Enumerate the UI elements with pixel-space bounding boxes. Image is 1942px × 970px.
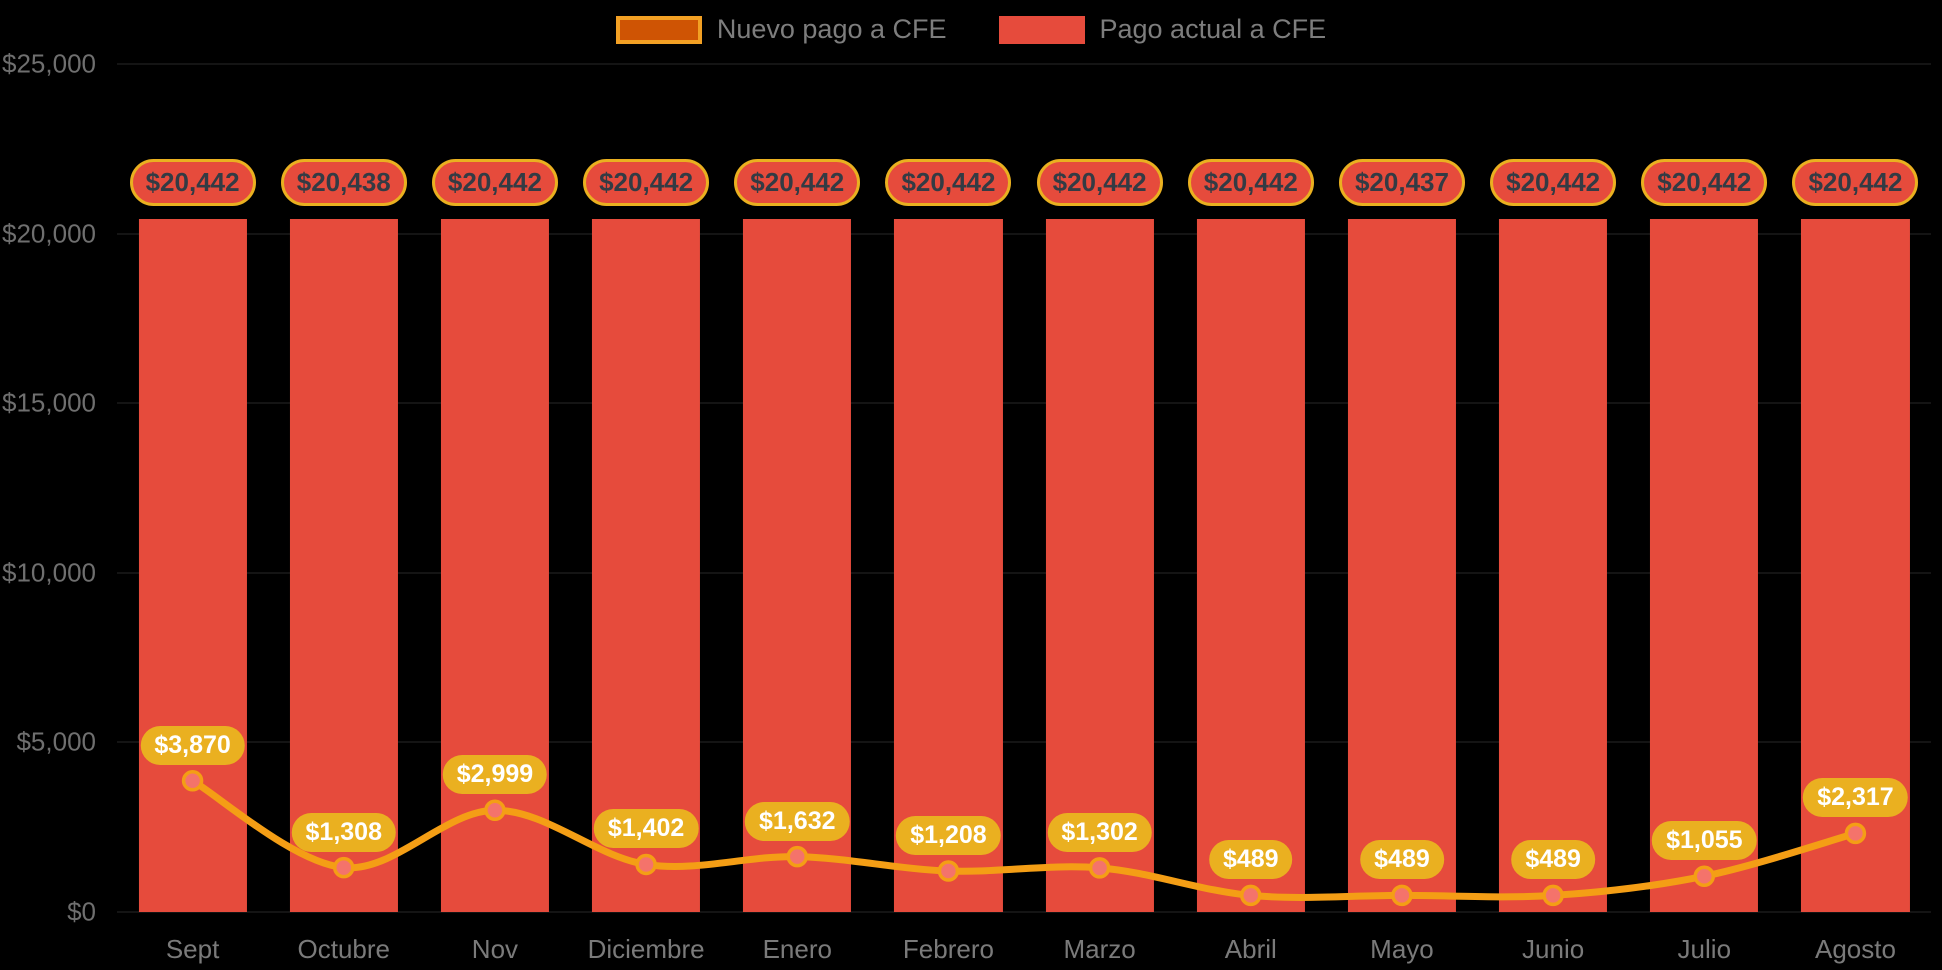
line-point-marker[interactable] [1844, 822, 1867, 845]
bar-value-pill: $20,437 [1338, 158, 1465, 206]
line-point-marker[interactable] [1088, 857, 1111, 879]
bar-pago-actual[interactable] [1196, 218, 1305, 912]
x-axis-label: Diciembre [587, 934, 705, 964]
line-point-marker[interactable] [333, 856, 355, 879]
bar-pago-actual[interactable] [1045, 218, 1154, 912]
bar-value-pill: $20,442 [734, 158, 861, 206]
line-point-marker[interactable] [1693, 865, 1715, 887]
x-axis-label: Nov [471, 934, 519, 964]
category-column: $20,442 $1,055 Julio [1629, 64, 1780, 964]
x-axis-label: Febrero [902, 934, 994, 964]
category-column: $20,442 $1,402 Diciembre [571, 64, 722, 964]
y-tick-label: $25,000 [2, 48, 96, 79]
bar-value-pill: $20,442 [129, 158, 256, 206]
bar-pago-actual[interactable] [894, 218, 1003, 912]
y-tick-label: $5,000 [16, 726, 96, 757]
category-column: $20,438 $1,308 Octubre [268, 64, 419, 964]
x-axis-label: Octubre [297, 934, 391, 964]
category-column: $20,442 $489 Abril [1175, 64, 1326, 964]
line-value-pill: $489 [1208, 840, 1293, 880]
x-axis-label: Julio [1677, 934, 1732, 964]
x-axis-label: Mayo [1370, 934, 1434, 964]
x-axis-label: Sept [165, 934, 220, 964]
line-nuevo-pago [189, 777, 1859, 901]
bar-pago-actual[interactable] [440, 218, 549, 912]
line-point-marker[interactable] [1391, 884, 1413, 907]
bar-value-pill: $20,442 [1036, 158, 1163, 206]
gridline [117, 741, 1931, 744]
chart-legend: Nuevo pago a CFE Pago actual a CFE [0, 14, 1942, 45]
y-tick-label: $0 [67, 896, 96, 927]
line-value-pill: $2,317 [1803, 778, 1908, 818]
bar-value-pill: $20,442 [431, 158, 558, 206]
legend-swatch-nuevo-pago-icon [615, 15, 702, 44]
category-column: $20,437 $489 Mayo [1326, 64, 1477, 964]
legend-swatch-pago-actual-icon [998, 15, 1085, 44]
bar-pago-actual[interactable] [289, 218, 398, 912]
bar-value-pill: $20,442 [1490, 158, 1617, 206]
y-axis: $0 $5,000 $10,000 $15,000 $20,000 $25,000 [0, 0, 96, 970]
legend-item-nuevo-pago[interactable]: Nuevo pago a CFE [615, 14, 947, 45]
x-axis-label: Marzo [1063, 934, 1136, 964]
x-axis-label: Agosto [1814, 934, 1896, 964]
legend-label-nuevo-pago: Nuevo pago a CFE [716, 14, 947, 44]
gridline [117, 402, 1931, 405]
line-value-pill: $2,999 [442, 755, 548, 795]
line-value-pill: $489 [1360, 840, 1444, 880]
gridline [117, 232, 1931, 235]
bar-value-pill: $20,442 [885, 158, 1012, 206]
line-value-pill: $1,302 [1047, 812, 1152, 852]
category-column: $20,442 $3,870 Sept [117, 64, 268, 964]
y-tick-label: $10,000 [2, 557, 96, 588]
bar-pago-actual[interactable] [592, 218, 701, 912]
line-value-pill: $1,402 [593, 809, 699, 849]
line-value-pill: $489 [1511, 840, 1595, 880]
gridline [117, 911, 1931, 913]
line-point-marker[interactable] [1542, 884, 1564, 907]
category-column: $20,442 $1,302 Marzo [1024, 64, 1175, 964]
line-point-marker[interactable] [635, 853, 657, 876]
category-column: $20,442 $1,208 Febrero [873, 64, 1024, 964]
bar-pago-actual[interactable] [1499, 218, 1608, 912]
x-axis-label: Enero [762, 934, 832, 964]
line-point-marker[interactable] [937, 860, 960, 882]
line-series-layer [181, 769, 1867, 907]
bar-pago-actual[interactable] [743, 218, 852, 912]
category-column: $20,442 $2,317 Agosto [1780, 64, 1931, 964]
line-point-marker[interactable] [786, 845, 808, 868]
bar-value-pill: $20,442 [1641, 158, 1768, 206]
line-value-pill: $1,632 [745, 801, 850, 841]
bar-value-pill: $20,442 [583, 158, 710, 206]
bar-pago-actual[interactable] [1650, 218, 1759, 912]
category-column: $20,442 $1,632 Enero [722, 64, 873, 964]
line-value-pill: $3,870 [140, 725, 245, 765]
bar-pago-actual[interactable] [1347, 218, 1456, 912]
gridline [117, 571, 1931, 574]
line-point-marker[interactable] [181, 769, 204, 792]
bar-value-pill: $20,442 [1187, 158, 1314, 206]
line-value-pill: $1,208 [896, 816, 1001, 856]
x-axis-label: Abril [1224, 934, 1277, 964]
line-value-pill: $1,308 [291, 812, 396, 852]
bar-value-pill: $20,442 [1792, 158, 1919, 206]
columns: $20,442 $3,870 Sept $20,438 $1,308 Octubre $20… [117, 64, 1931, 964]
y-tick-label: $15,000 [2, 387, 96, 418]
bar-value-pill: $20,438 [280, 158, 407, 206]
line-value-pill: $1,055 [1652, 821, 1757, 861]
plot-area: $20,442 $3,870 Sept $20,438 $1,308 Octubre $20… [117, 63, 1931, 964]
x-axis-label: Junio [1522, 934, 1585, 964]
category-column: $20,442 $489 Junio [1478, 64, 1629, 964]
legend-label-pago-actual: Pago actual a CFE [1099, 14, 1327, 44]
legend-item-pago-actual[interactable]: Pago actual a CFE [998, 14, 1327, 45]
line-point-marker[interactable] [1240, 884, 1262, 907]
bar-pago-actual[interactable] [138, 218, 247, 912]
category-column: $20,442 $2,999 Nov [419, 64, 570, 964]
y-tick-label: $20,000 [2, 218, 96, 249]
line-point-marker[interactable] [484, 799, 506, 822]
gridline [117, 63, 1931, 65]
